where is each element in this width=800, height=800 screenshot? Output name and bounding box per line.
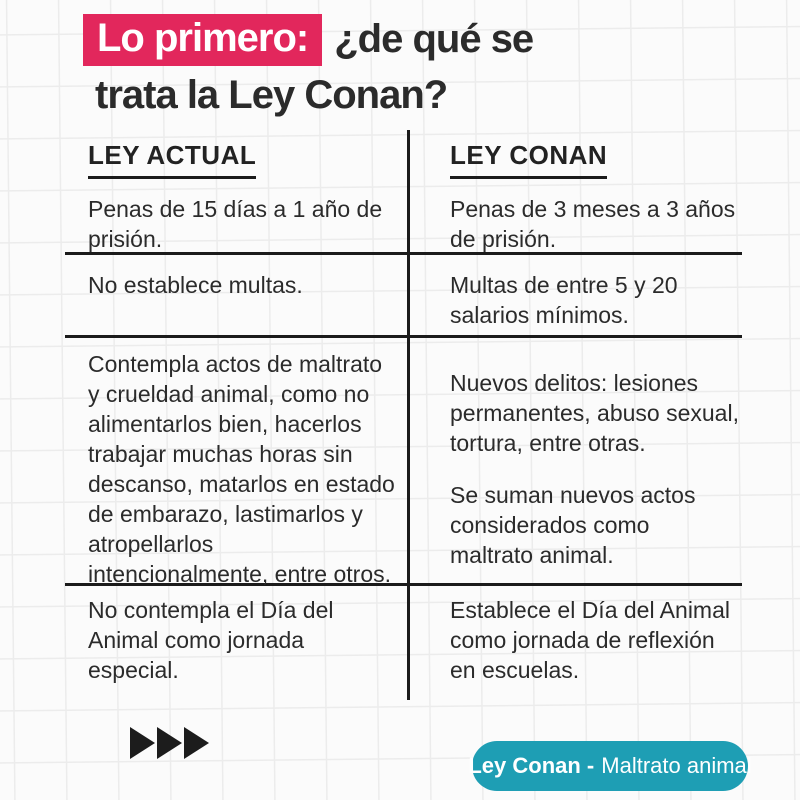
row-divider-line-1 [65, 252, 742, 255]
title-highlight: Lo primero: [83, 14, 323, 66]
column-header-ley-conan: LEY CONAN [450, 140, 608, 179]
column-header-ley-actual: LEY ACTUAL [88, 140, 257, 179]
play-arrow-icon [184, 727, 209, 759]
row-divider-line-3 [65, 583, 742, 586]
play-arrow-icon [130, 727, 155, 759]
badge-label-bold: Ley Conan - [468, 753, 595, 778]
triple-play-arrows-icon [130, 727, 209, 759]
badge-label-regular: Maltrato animal [601, 753, 752, 778]
table-cell-row3-ley-actual: Contempla actos de maltrato y crueldad a… [88, 351, 395, 587]
table-cell-row1-ley-conan: Penas de 3 meses a 3 años de prisión. [450, 196, 736, 252]
play-arrow-icon [157, 727, 182, 759]
column-divider-line [407, 130, 410, 700]
table-cell-row1-ley-actual: Penas de 15 días a 1 año de prisión. [88, 196, 383, 252]
ley-conan-topic-badge: Ley Conan - Maltrato animal [468, 741, 752, 791]
page-title: Lo primero: ¿de qué se trata la Ley Cona… [83, 14, 534, 117]
table-cell-row2-ley-actual: No establece multas. [88, 272, 303, 298]
title-line-2: trata la Ley Conan? [95, 73, 448, 117]
table-cell-row3-ley-conan-paragraph-2: Se suman nuevos actos considerados como … [450, 482, 696, 568]
comparison-table: LEY ACTUAL LEY CONAN Penas de 15 días a … [65, 130, 742, 700]
title-line-1: Lo primero: ¿de qué se [83, 14, 534, 66]
title-line1-rest: ¿de qué se [334, 17, 534, 61]
table-cell-row2-ley-conan: Multas de entre 5 y 20 salarios mínimos. [450, 272, 678, 328]
table-cell-row3-ley-conan-paragraph-1: Nuevos delitos: lesiones permanentes, ab… [450, 370, 739, 456]
table-cell-row4-ley-actual: No contempla el Día del Animal como jorn… [88, 597, 334, 683]
table-cell-row4-ley-conan: Establece el Día del Animal como jornada… [450, 597, 730, 683]
row-divider-line-2 [65, 335, 742, 338]
